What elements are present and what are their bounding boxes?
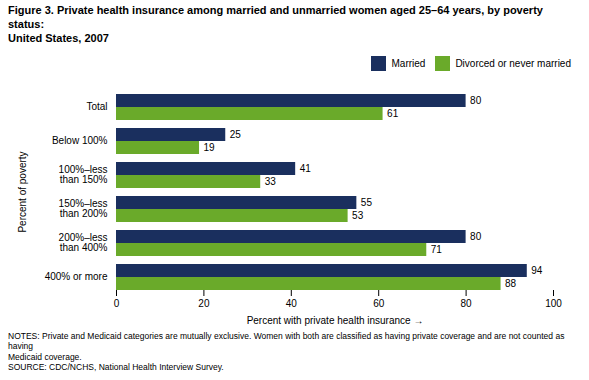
svg-text:55: 55 [361,197,373,208]
html-text:NOTES: Private and Medicaid ca: NOTES: Private and Medicaid categories a… [8,331,565,372]
svg-text:19: 19 [204,142,216,153]
svg-text:80: 80 [470,95,482,106]
svg-text:33: 33 [265,176,277,187]
svg-text:200%–lessthan 400%: 200%–lessthan 400% [59,232,108,253]
svg-text:Percent with private health in: Percent with private health insurance → [247,315,424,326]
svg-text:41: 41 [300,163,312,174]
svg-text:94: 94 [531,265,543,276]
svg-text:80: 80 [470,231,482,242]
html-text:Divorced or never married: Divorced or never married [455,58,571,70]
svg-text:0: 0 [114,298,120,309]
svg-text:61: 61 [387,108,399,119]
svg-text:88: 88 [505,278,517,289]
svg-text:40: 40 [286,298,298,309]
svg-text:71: 71 [431,244,443,255]
svg-text:Below 100%: Below 100% [52,135,108,146]
svg-text:80: 80 [461,298,473,309]
svg-text:60: 60 [373,298,385,309]
svg-text:25: 25 [230,129,242,140]
svg-text:100: 100 [545,298,562,309]
svg-text:150%–lessthan 200%: 150%–lessthan 200% [59,198,108,219]
html-text:Married: Married [391,58,426,70]
svg-text:Total: Total [86,101,107,112]
svg-text:400% or more: 400% or more [45,271,108,282]
svg-text:Percent of poverty: Percent of poverty [17,152,28,233]
html-text:Figure 3. Private health insur: Figure 3. Private health insurance among… [8,4,543,44]
svg-text:20: 20 [198,298,210,309]
svg-text:53: 53 [352,210,364,221]
svg-text:100%–lessthan 150%: 100%–lessthan 150% [59,164,108,185]
